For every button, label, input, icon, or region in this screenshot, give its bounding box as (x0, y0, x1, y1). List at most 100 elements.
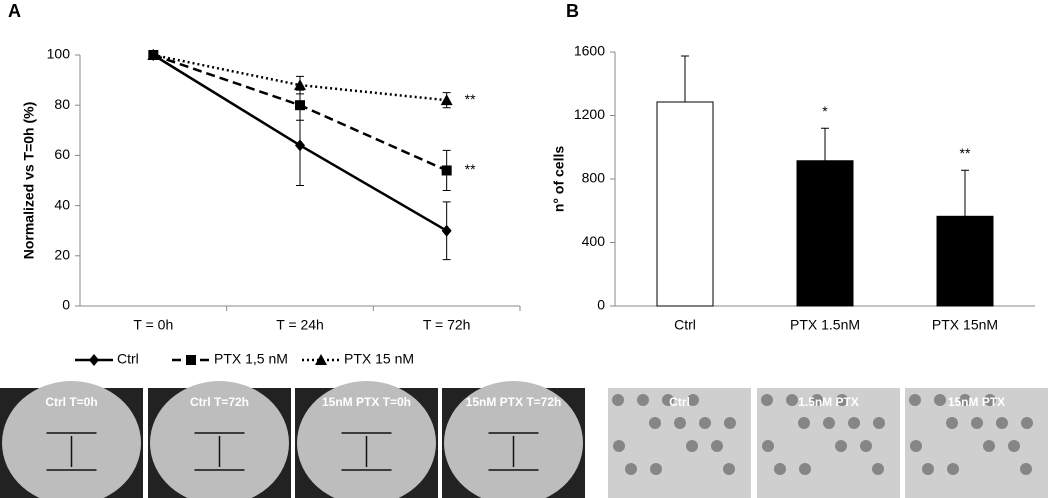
image-label: Ctrl T=0h (45, 395, 97, 409)
panel-label: A (8, 1, 21, 21)
micrograph (905, 388, 1048, 498)
cell (711, 440, 723, 452)
bar (936, 215, 994, 307)
panel-label: B (566, 1, 579, 21)
marker (147, 49, 160, 60)
cell (649, 417, 661, 429)
cell (699, 417, 711, 429)
image-label: Ctrl T=72h (190, 395, 249, 409)
cell (625, 463, 637, 475)
cell (811, 394, 823, 406)
legend-marker (315, 354, 327, 365)
marker (441, 165, 452, 176)
gap-arrow (488, 432, 539, 471)
cell (786, 394, 798, 406)
gap-arrow (194, 432, 245, 471)
cell (823, 417, 835, 429)
bar (796, 160, 854, 307)
cell (971, 417, 983, 429)
cell (774, 463, 786, 475)
image-label: Ctrl (669, 395, 690, 409)
marker (295, 139, 305, 152)
image-label: 15nM PTX (948, 395, 1005, 409)
image-label: 15nM PTX T=0h (322, 395, 411, 409)
y-axis-label: Normalized vs T=0h (%) (21, 102, 37, 260)
y-tick-label: 0 (62, 297, 70, 313)
cell (909, 394, 921, 406)
cell (724, 417, 736, 429)
cell (612, 394, 624, 406)
cell (723, 463, 735, 475)
image-label: 15nM PTX T=72h (466, 395, 562, 409)
marker (440, 94, 453, 106)
x-tick-label: T = 0h (133, 317, 173, 333)
cell (996, 417, 1008, 429)
y-axis-label: n° of cells (551, 146, 567, 212)
y-tick-label: 1600 (574, 43, 605, 59)
legend-label: Ctrl (117, 351, 139, 367)
legend-label: PTX 15 nM (344, 351, 414, 367)
cell (922, 463, 934, 475)
marker (295, 100, 305, 111)
cell (613, 440, 625, 452)
y-tick-label: 60 (54, 146, 70, 162)
legend-marker (89, 354, 99, 366)
error-bar (821, 127, 829, 161)
cell (873, 417, 885, 429)
cell (946, 417, 958, 429)
cell (637, 394, 649, 406)
x-tick-label: T = 24h (276, 317, 324, 333)
cell (872, 463, 884, 475)
y-tick-label: 1200 (574, 106, 605, 122)
cell (934, 394, 946, 406)
annotation: ** (465, 161, 476, 177)
cell (1020, 463, 1032, 475)
bar (656, 101, 714, 307)
cell (650, 463, 662, 475)
cell (848, 417, 860, 429)
cell (947, 463, 959, 475)
marker (294, 79, 306, 91)
cell (959, 394, 971, 406)
gap-arrow (46, 432, 97, 471)
y-tick-label: 400 (582, 233, 606, 249)
y-tick-label: 40 (54, 196, 70, 212)
annotation: * (822, 103, 828, 119)
y-tick-label: 100 (47, 46, 71, 62)
cell (674, 417, 686, 429)
cell (835, 440, 847, 452)
error-bar (961, 169, 969, 217)
cell (1008, 440, 1020, 452)
cell (798, 417, 810, 429)
marker (441, 224, 452, 237)
x-tick-label: PTX 15nM (932, 317, 998, 333)
x-tick-label: Ctrl (674, 317, 696, 333)
cell (686, 440, 698, 452)
y-tick-label: 800 (582, 170, 606, 186)
error-bar (681, 55, 689, 103)
image-label: 1.5nM PTX (798, 395, 859, 409)
y-tick-label: 80 (54, 96, 70, 112)
annotation: ** (960, 145, 971, 161)
y-tick-label: 20 (54, 247, 70, 263)
cell (1021, 417, 1033, 429)
gap-arrow (341, 432, 392, 471)
cell (687, 394, 699, 406)
cell (762, 440, 774, 452)
cell (799, 463, 811, 475)
cell (761, 394, 773, 406)
cell (836, 394, 848, 406)
legend-marker (186, 355, 196, 365)
annotation: ** (465, 91, 476, 107)
cell (662, 394, 674, 406)
micrograph (757, 388, 900, 498)
x-tick-label: T = 72h (423, 317, 471, 333)
cell (860, 440, 872, 452)
cell (910, 440, 922, 452)
cell (984, 394, 996, 406)
cell (983, 440, 995, 452)
micrograph (608, 388, 751, 498)
legend-label: PTX 1,5 nM (214, 351, 288, 367)
x-tick-label: PTX 1.5nM (790, 317, 860, 333)
